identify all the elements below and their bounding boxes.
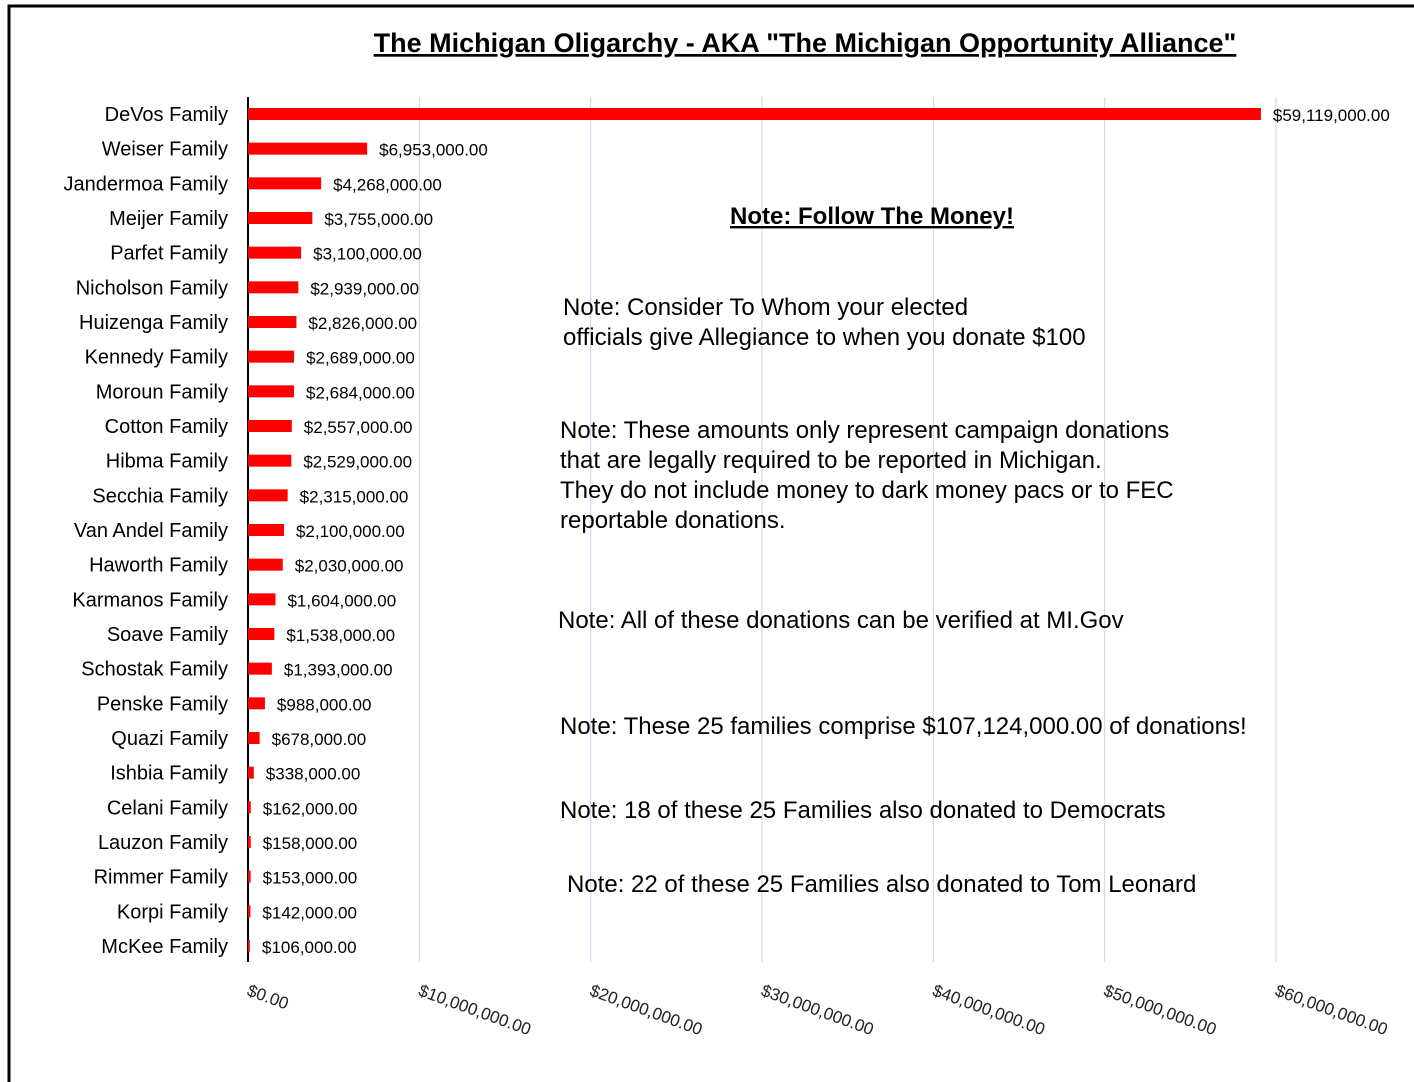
bar — [248, 420, 292, 432]
annotation: Note: All of these donations can be veri… — [558, 607, 1124, 634]
value-label: $153,000.00 — [263, 869, 358, 888]
bar — [248, 212, 313, 224]
value-label: $3,755,000.00 — [324, 210, 433, 229]
y-tick-label: Moroun Family — [96, 381, 228, 403]
y-tick-label: Quazi Family — [111, 728, 228, 750]
bar — [248, 732, 260, 744]
bar — [248, 454, 292, 467]
bar — [248, 836, 251, 848]
y-tick-label: Penske Family — [97, 693, 228, 715]
annotation: They do not include money to dark money … — [560, 477, 1174, 504]
y-tick-label: Parfet Family — [110, 243, 228, 265]
bar — [248, 905, 251, 918]
y-tick-label: Celani Family — [107, 797, 228, 819]
y-tick-label: Rimmer Family — [94, 867, 228, 889]
y-tick-label: Kennedy Family — [85, 347, 228, 369]
value-label: $158,000.00 — [263, 834, 358, 853]
value-label: $162,000.00 — [263, 799, 358, 818]
bar — [248, 142, 368, 155]
value-label: $2,826,000.00 — [308, 314, 417, 333]
bar — [248, 350, 295, 363]
bar — [248, 801, 251, 814]
bar — [248, 662, 272, 675]
y-tick-label: Secchia Family — [92, 485, 228, 507]
annotation: Note: Consider To Whom your elected — [563, 294, 968, 321]
frame — [7, 4, 1414, 1082]
bar — [248, 870, 251, 883]
value-label: $4,268,000.00 — [333, 175, 442, 194]
y-tick-label: DeVos Family — [105, 104, 228, 126]
annotation: that are legally required to be reported… — [560, 447, 1102, 474]
value-label: $2,529,000.00 — [303, 453, 412, 472]
bar — [248, 524, 284, 536]
y-tick-label: Weiser Family — [102, 139, 228, 161]
bar — [248, 558, 283, 571]
annotation: officials give Allegiance to when you do… — [563, 324, 1086, 351]
y-tick-label: Meijer Family — [109, 208, 228, 230]
value-label: $2,315,000.00 — [300, 487, 409, 506]
value-label: $2,939,000.00 — [310, 279, 419, 298]
value-label: $142,000.00 — [262, 903, 357, 922]
value-label: $2,100,000.00 — [296, 522, 405, 541]
y-tick-label: Hibma Family — [106, 451, 228, 473]
y-tick-label: McKee Family — [101, 936, 228, 958]
y-tick-label: Haworth Family — [89, 555, 228, 577]
bar — [248, 628, 275, 640]
y-tick-label: Van Andel Family — [74, 520, 228, 542]
value-label: $338,000.00 — [266, 765, 361, 784]
value-label: $2,689,000.00 — [306, 349, 415, 368]
bar — [248, 246, 302, 259]
value-label: $988,000.00 — [277, 695, 372, 714]
value-label: $59,119,000.00 — [1273, 106, 1390, 125]
annotation: Note: These amounts only represent campa… — [560, 417, 1169, 444]
y-tick-label: Lauzon Family — [98, 832, 228, 854]
bar — [248, 940, 250, 952]
annotation: Note: These 25 families comprise $107,12… — [560, 713, 1247, 740]
value-label: $6,953,000.00 — [379, 141, 488, 160]
bar — [248, 316, 297, 328]
y-tick-label: Korpi Family — [117, 901, 228, 923]
value-label: $3,100,000.00 — [313, 245, 422, 264]
value-label: $678,000.00 — [272, 730, 367, 749]
y-tick-label: Schostak Family — [81, 659, 228, 681]
value-label: $2,030,000.00 — [295, 557, 404, 576]
bar — [248, 281, 299, 294]
chart-title: The Michigan Oligarchy - AKA "The Michig… — [374, 28, 1237, 58]
value-label: $1,604,000.00 — [287, 591, 396, 610]
annotation: Note: 22 of these 25 Families also donat… — [567, 871, 1196, 898]
bar — [248, 766, 254, 779]
bar — [248, 108, 1261, 120]
bar — [248, 385, 294, 398]
bar — [248, 177, 322, 190]
y-tick-label: Ishbia Family — [110, 763, 228, 785]
annotation: Note: 18 of these 25 Families also donat… — [560, 797, 1166, 824]
y-tick-label: Karmanos Family — [72, 589, 228, 611]
y-tick-label: Jandermoa Family — [63, 173, 228, 195]
annotation: Note: Follow The Money! — [730, 203, 1014, 230]
bar — [248, 593, 276, 606]
value-label: $106,000.00 — [262, 938, 357, 957]
y-tick-label: Huizenga Family — [79, 312, 228, 334]
annotation: reportable donations. — [560, 507, 786, 534]
y-tick-label: Nicholson Family — [76, 277, 228, 299]
value-label: $1,393,000.00 — [284, 661, 393, 680]
value-label: $2,684,000.00 — [306, 383, 415, 402]
y-tick-label: Cotton Family — [105, 416, 228, 438]
value-label: $1,538,000.00 — [286, 626, 395, 645]
bar — [248, 489, 288, 502]
value-label: $2,557,000.00 — [304, 418, 413, 437]
bar — [248, 697, 265, 710]
y-tick-label: Soave Family — [107, 624, 228, 646]
